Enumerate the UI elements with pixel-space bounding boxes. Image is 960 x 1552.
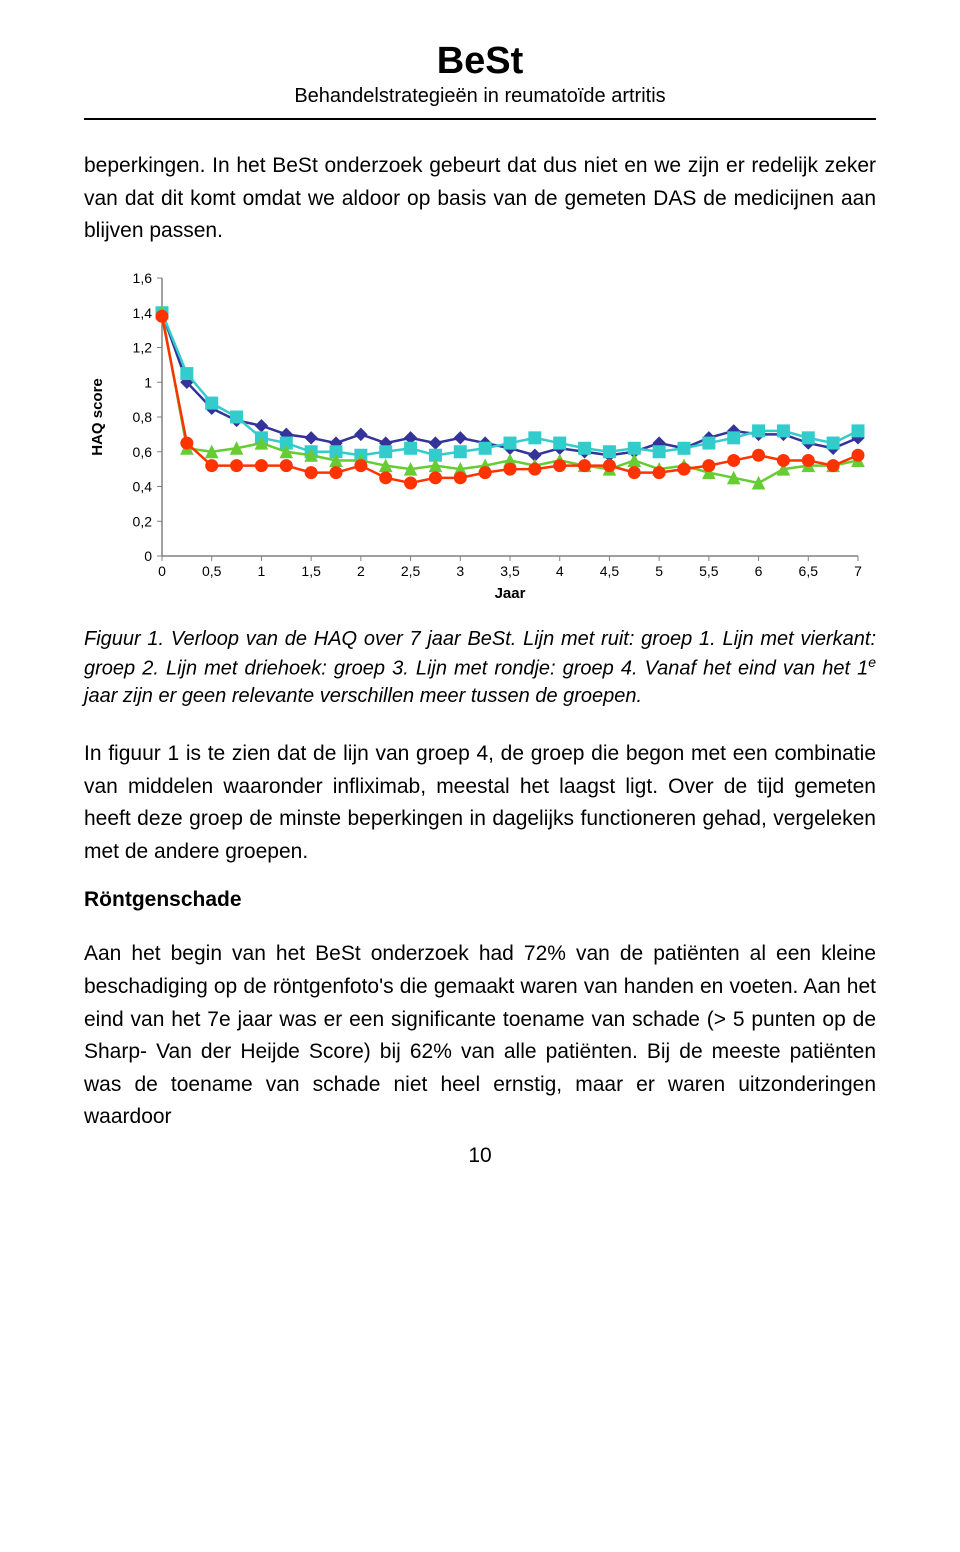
paragraph-2: In figuur 1 is te zien dat de lijn van g… [84, 738, 876, 868]
svg-text:1: 1 [258, 563, 266, 579]
page-subtitle: Behandelstrategieën in reumatoïde artrit… [84, 85, 876, 108]
paragraph-1: beperkingen. In het BeSt onderzoek gebeu… [84, 150, 876, 248]
svg-text:1,5: 1,5 [301, 563, 321, 579]
svg-text:0,4: 0,4 [133, 478, 153, 494]
haq-chart: 0 0,2 0,4 0,6 0,8 1 1,2 1,4 1,6 0 0,5 1 1,5 2 2,5 3 3,5 4… [84, 268, 876, 613]
svg-text:6,5: 6,5 [799, 563, 819, 579]
svg-text:7: 7 [854, 563, 862, 579]
svg-text:1: 1 [144, 374, 152, 390]
figure-caption: Figuur 1. Verloop van de HAQ over 7 jaar… [84, 625, 876, 711]
svg-text:4,5: 4,5 [600, 563, 620, 579]
svg-text:2: 2 [357, 563, 365, 579]
header-rule [84, 118, 876, 120]
caption-prefix: Figuur 1. Verloop van de HAQ over 7 jaar… [84, 628, 876, 680]
svg-text:4: 4 [556, 563, 564, 579]
svg-text:0,6: 0,6 [133, 443, 153, 459]
page-number: 10 [84, 1144, 876, 1168]
svg-text:5,5: 5,5 [699, 563, 719, 579]
svg-text:1,4: 1,4 [133, 304, 153, 320]
svg-text:5: 5 [655, 563, 663, 579]
svg-text:Jaar: Jaar [495, 585, 526, 602]
svg-text:3: 3 [456, 563, 464, 579]
svg-text:0,5: 0,5 [202, 563, 222, 579]
svg-text:3,5: 3,5 [500, 563, 520, 579]
section-heading: Röntgenschade [84, 888, 876, 912]
svg-text:0,8: 0,8 [133, 409, 153, 425]
svg-text:1,2: 1,2 [133, 339, 153, 355]
svg-text:HAQ score: HAQ score [89, 378, 106, 456]
caption-sup: e [868, 654, 876, 670]
svg-text:0: 0 [158, 563, 166, 579]
svg-text:2,5: 2,5 [401, 563, 421, 579]
svg-text:1,6: 1,6 [133, 270, 153, 286]
paragraph-3: Aan het begin van het BeSt onderzoek had… [84, 938, 876, 1133]
page-title: BeSt [84, 40, 876, 83]
svg-text:0,2: 0,2 [133, 513, 153, 529]
svg-text:6: 6 [755, 563, 763, 579]
caption-suffix: jaar zijn er geen relevante verschillen … [84, 685, 642, 707]
svg-text:0: 0 [144, 548, 152, 564]
